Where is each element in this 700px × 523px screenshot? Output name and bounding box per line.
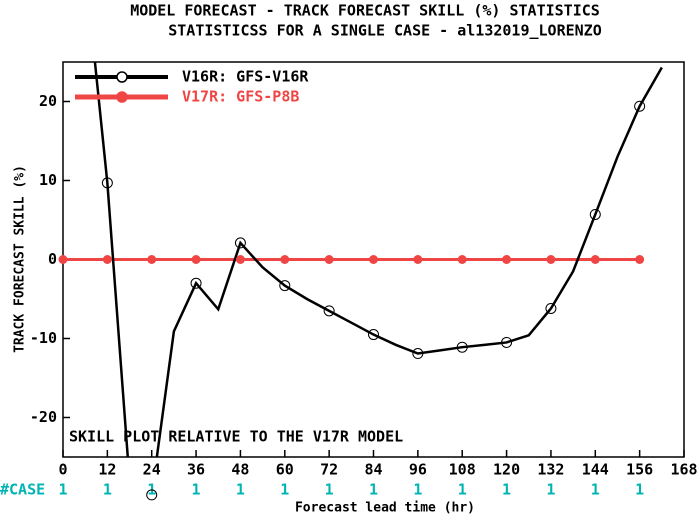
case-count: 1 <box>236 481 245 499</box>
case-count: 1 <box>635 481 644 499</box>
annotation: SKILL PLOT RELATIVE TO THE V17R MODEL <box>69 428 403 446</box>
series-marker <box>234 237 246 249</box>
case-count: 1 <box>192 481 201 499</box>
x-tick-label: 84 <box>364 461 382 479</box>
series-marker <box>146 489 158 501</box>
series-marker <box>502 255 512 264</box>
series-marker <box>323 305 335 317</box>
y-tick-label: -20 <box>30 408 57 426</box>
series-marker <box>235 255 245 264</box>
series-marker <box>324 255 334 264</box>
series-marker <box>369 255 378 264</box>
x-tick-label: 132 <box>537 461 564 479</box>
series-marker <box>457 255 467 264</box>
series-marker <box>635 255 645 264</box>
series-line <box>93 62 663 457</box>
series-marker <box>412 348 424 360</box>
x-tick-label: 36 <box>187 461 205 479</box>
series-marker <box>589 208 601 220</box>
series-marker <box>190 277 202 289</box>
series-marker <box>545 302 557 314</box>
case-count: 1 <box>413 481 422 499</box>
series-marker <box>590 255 600 264</box>
x-tick-label: 48 <box>231 461 249 479</box>
y-axis-label: TRACK FORECAST SKILL (%) <box>13 165 28 353</box>
series-marker <box>101 177 113 189</box>
y-tick-label: 0 <box>48 250 57 268</box>
x-tick-label: 12 <box>98 461 116 479</box>
series-marker <box>634 100 646 112</box>
series-marker <box>147 255 157 264</box>
x-axis-label: Forecast lead time (hr) <box>295 501 475 516</box>
y-tick-label: 10 <box>39 171 57 189</box>
series-marker <box>501 336 513 348</box>
y-tick-label: 20 <box>39 92 57 110</box>
series-marker <box>279 280 291 292</box>
series-marker <box>191 255 201 264</box>
legend-label: V16R: GFS-V16R <box>182 68 309 86</box>
series-marker <box>58 255 68 264</box>
x-tick-label: 96 <box>409 461 427 479</box>
series-marker <box>456 341 468 353</box>
x-tick-label: 0 <box>58 461 67 479</box>
case-count: 1 <box>591 481 600 499</box>
case-count: 1 <box>546 481 555 499</box>
x-tick-label: 168 <box>670 461 697 479</box>
x-tick-label: 60 <box>276 461 294 479</box>
legend-label: V17R: GFS-P8B <box>182 88 299 106</box>
case-count: 1 <box>103 481 112 499</box>
x-tick-label: 72 <box>320 461 338 479</box>
plot-area <box>63 62 663 457</box>
series-marker <box>280 255 290 264</box>
chart-title: MODEL FORECAST - TRACK FORECAST SKILL (%… <box>130 2 600 20</box>
chart-subtitle: STATISTICSS FOR A SINGLE CASE - al132019… <box>168 22 601 40</box>
legend-marker <box>116 71 128 83</box>
legend-marker <box>116 91 128 103</box>
case-count: 1 <box>458 481 467 499</box>
series-marker <box>413 255 423 264</box>
case-count: 1 <box>280 481 289 499</box>
series-marker <box>546 255 556 264</box>
case-label: #CASE <box>0 481 45 499</box>
x-tick-label: 144 <box>582 461 609 479</box>
y-tick-label: -10 <box>30 329 57 347</box>
case-count: 1 <box>369 481 378 499</box>
x-tick-label: 120 <box>493 461 520 479</box>
x-tick-label: 24 <box>143 461 161 479</box>
series-marker <box>368 329 379 341</box>
case-count: 1 <box>325 481 334 499</box>
case-count: 1 <box>502 481 511 499</box>
case-count: 1 <box>58 481 67 499</box>
x-tick-label: 156 <box>626 461 653 479</box>
series-marker <box>102 255 112 264</box>
x-tick-label: 108 <box>449 461 476 479</box>
